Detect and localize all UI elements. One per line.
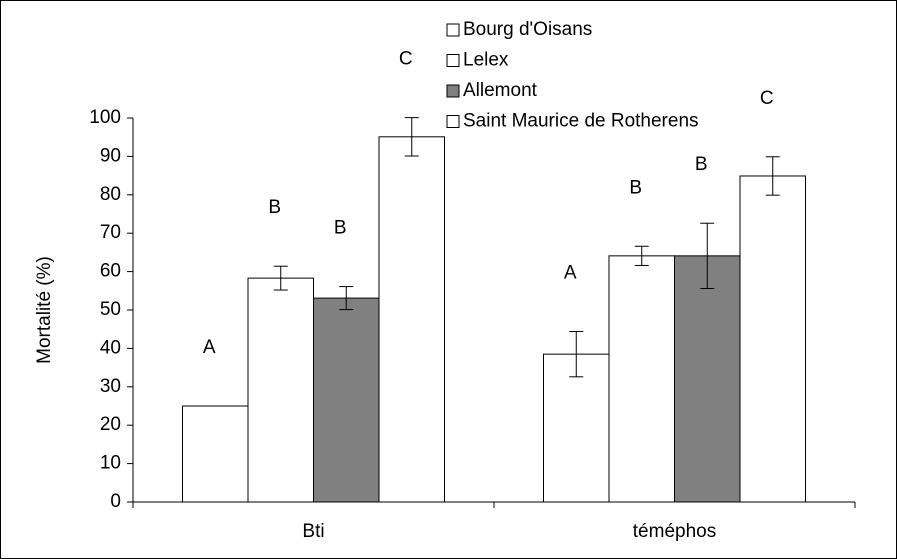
significance-label: B	[629, 177, 642, 198]
x-tick-label: Bti	[302, 521, 324, 542]
legend-swatch	[446, 115, 460, 128]
y-tick-label: 80	[100, 184, 121, 205]
bar	[739, 175, 806, 503]
legend-swatch	[446, 84, 460, 98]
significance-label: B	[334, 218, 347, 239]
significance-label: A	[564, 263, 577, 284]
y-tick-label: 30	[100, 376, 121, 397]
y-tick-label: 10	[100, 453, 121, 474]
y-axis-label: Mortalité (%)	[34, 256, 55, 364]
significance-label: C	[399, 49, 413, 70]
significance-label: C	[760, 88, 774, 109]
y-tick-label: 90	[100, 145, 121, 166]
y-tick-label: 70	[100, 222, 121, 243]
bar	[543, 353, 610, 503]
legend-label: Bourg d'Oisans	[463, 19, 592, 40]
bar	[182, 405, 249, 503]
bar	[674, 255, 741, 503]
significance-label: B	[695, 154, 708, 175]
y-tick-label: 50	[100, 299, 121, 320]
y-tick-label: 0	[110, 491, 121, 512]
legend-label: Saint Maurice de Rotherens	[463, 111, 699, 132]
y-tick-label: 100	[89, 107, 121, 128]
y-tick-label: 20	[100, 414, 121, 435]
bar	[608, 255, 675, 503]
y-tick-label: 60	[100, 261, 121, 282]
legend-label: Lelex	[463, 50, 509, 71]
bar	[378, 136, 445, 503]
bar	[313, 297, 380, 503]
significance-label: A	[203, 337, 216, 358]
legend-label: Allemont	[463, 80, 538, 101]
legend-swatch	[446, 54, 460, 67]
legend-swatch	[446, 23, 460, 37]
y-tick-label: 40	[100, 337, 121, 358]
bar	[247, 277, 314, 503]
significance-label: B	[268, 197, 281, 218]
x-tick-label: téméphos	[633, 521, 716, 542]
